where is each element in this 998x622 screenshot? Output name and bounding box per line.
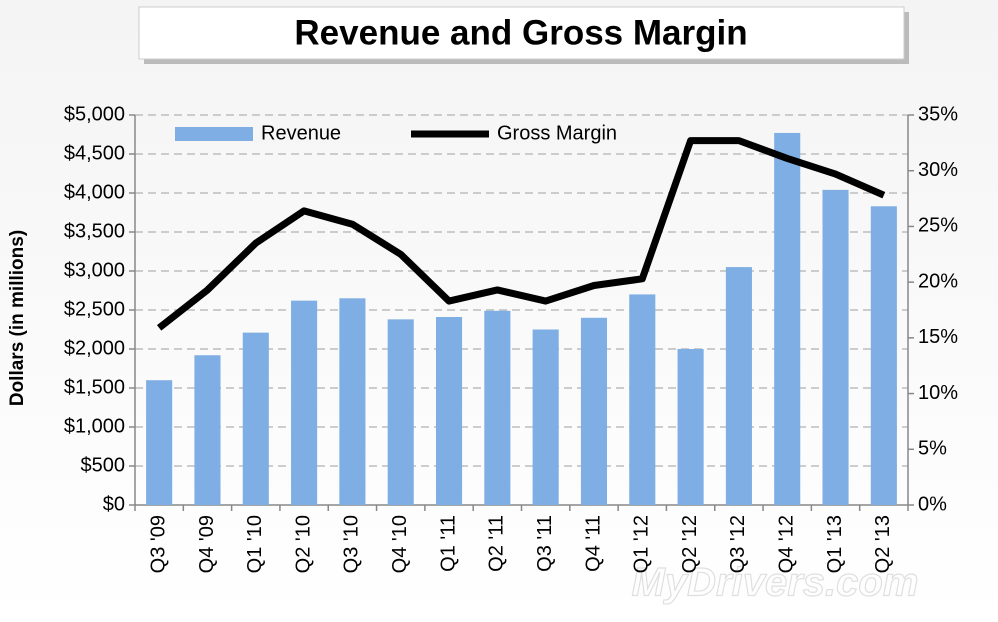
x-tick-label: Q2 '10	[292, 515, 314, 573]
y-tick-label: $1,500	[64, 376, 125, 398]
x-tick-label: Q3 '09	[147, 515, 169, 573]
y2-tick-label: 20%	[918, 270, 958, 292]
x-tick-label: Q4 '09	[196, 515, 218, 573]
y-tick-label: $4,500	[64, 142, 125, 164]
y-tick-label: $1,000	[64, 415, 125, 437]
bar	[146, 380, 173, 505]
bar	[484, 310, 511, 505]
bar	[774, 132, 801, 505]
x-tick-label: Q4 '10	[389, 515, 411, 573]
x-tick-label: Q1 '12	[631, 515, 653, 573]
title-box	[138, 6, 905, 60]
y-tick-label: $2,000	[64, 337, 125, 359]
x-tick-label: Q2 '12	[679, 515, 701, 573]
x-tick-label: Q3 '10	[341, 515, 363, 573]
bar	[629, 294, 656, 505]
bar	[387, 319, 414, 505]
y2-tick-label: 35%	[918, 103, 958, 125]
y2-tick-label: 0%	[918, 493, 947, 515]
legend-label: Revenue	[261, 122, 341, 144]
x-tick-label: Q2 '11	[486, 515, 508, 572]
chart-title: Revenue and Gross Margin	[294, 13, 747, 52]
x-tick-label: Q1 '11	[437, 515, 459, 572]
y-tick-label: $0	[103, 493, 125, 515]
line	[156, 137, 886, 331]
y-axis-label: Dollars (in millions)	[7, 230, 28, 406]
watermark: MyDrivers.com	[632, 561, 919, 605]
bar	[435, 317, 463, 505]
y2-tick-label: 10%	[918, 382, 958, 404]
x-tick-label: Q1 '10	[244, 515, 266, 573]
x-tick-label: Q2 '13	[872, 515, 894, 573]
legend-label: Gross Margin	[497, 122, 617, 144]
x-tick-label: Q3 '12	[727, 515, 749, 573]
bar	[532, 329, 559, 505]
bar	[339, 298, 366, 505]
bar	[194, 355, 221, 505]
bar	[870, 206, 897, 505]
bar	[580, 317, 608, 505]
bar	[725, 267, 752, 505]
y-tick-label: $4,000	[64, 181, 125, 203]
bar	[822, 189, 849, 505]
x-tick-label: Q4 '11	[582, 515, 604, 572]
y-tick-label: $2,500	[64, 298, 125, 320]
y-tick-label: $500	[81, 454, 126, 476]
y2-tick-label: 25%	[918, 215, 958, 237]
y-tick-label: $3,500	[64, 220, 125, 242]
bar	[291, 300, 318, 505]
x-tick-label: Q1 '13	[824, 515, 846, 573]
legend-swatch	[175, 127, 253, 141]
y-tick-label: $5,000	[64, 103, 125, 125]
x-tick-label: Q4 '12	[776, 515, 798, 573]
y2-tick-label: 15%	[918, 326, 958, 348]
bar	[677, 349, 704, 505]
y2-tick-label: 5%	[918, 438, 947, 460]
bar	[242, 332, 269, 505]
y-tick-label: $3,000	[64, 259, 125, 281]
y2-tick-label: 30%	[918, 159, 958, 181]
x-tick-label: Q3 '11	[534, 515, 556, 572]
